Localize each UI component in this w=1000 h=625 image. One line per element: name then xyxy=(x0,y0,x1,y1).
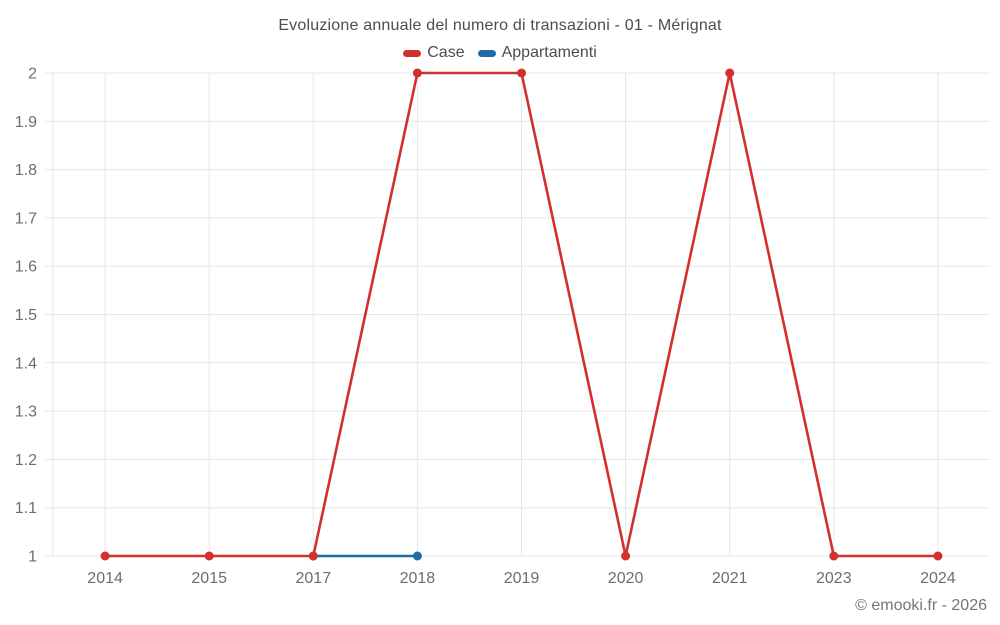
svg-text:1.4: 1.4 xyxy=(15,355,37,372)
svg-text:2015: 2015 xyxy=(191,570,227,587)
data-point-marker[interactable] xyxy=(412,551,422,561)
y-axis-labels: 1 1.1 1.2 1.3 1.4 1.5 1.6 1.7 1.8 1.9 2 xyxy=(15,66,37,566)
data-point-marker[interactable] xyxy=(621,551,631,561)
legend-item-appartamenti[interactable]: Appartamenti xyxy=(477,44,597,62)
svg-text:2018: 2018 xyxy=(400,570,436,587)
svg-text:2021: 2021 xyxy=(712,570,748,587)
svg-text:2023: 2023 xyxy=(816,570,852,587)
x-axis-labels: 2014 2015 2017 2018 2019 2020 2021 2023 2024 xyxy=(87,570,955,587)
data-point-marker[interactable] xyxy=(517,68,526,78)
svg-text:1.9: 1.9 xyxy=(15,114,37,131)
data-point-marker[interactable] xyxy=(933,551,943,561)
legend-item-label: Case xyxy=(427,44,465,61)
svg-text:1.2: 1.2 xyxy=(15,452,37,469)
svg-text:1: 1 xyxy=(28,549,37,566)
data-point-marker[interactable] xyxy=(829,551,839,561)
copyright: © emooki.fr - 2026 xyxy=(855,597,987,614)
svg-text:1.3: 1.3 xyxy=(15,404,37,421)
svg-text:2024: 2024 xyxy=(920,570,956,587)
series-markers-case xyxy=(100,68,943,561)
data-point-marker[interactable] xyxy=(100,551,110,561)
svg-text:2017: 2017 xyxy=(296,570,332,587)
legend-item-case[interactable]: Case xyxy=(403,44,465,62)
legend-swatch-icon xyxy=(477,49,496,57)
svg-text:1.5: 1.5 xyxy=(15,307,37,324)
svg-text:2: 2 xyxy=(28,66,37,83)
data-point-marker[interactable] xyxy=(204,551,214,561)
svg-text:2020: 2020 xyxy=(608,570,644,587)
y-gridlines xyxy=(45,72,990,557)
svg-text:2014: 2014 xyxy=(87,570,123,587)
data-point-marker[interactable] xyxy=(412,68,422,78)
x-gridlines xyxy=(52,73,939,556)
legend: Case Appartamenti xyxy=(0,44,1000,62)
chart-title: Evoluzione annuale del numero di transaz… xyxy=(278,17,722,34)
svg-text:2019: 2019 xyxy=(504,570,540,587)
svg-text:1.6: 1.6 xyxy=(15,259,37,276)
svg-text:1.7: 1.7 xyxy=(15,210,37,227)
legend-item-label: Appartamenti xyxy=(501,44,597,61)
svg-text:1.8: 1.8 xyxy=(15,162,37,179)
data-point-marker[interactable] xyxy=(308,551,318,561)
data-point-marker[interactable] xyxy=(725,68,735,78)
legend-swatch-icon xyxy=(403,49,422,57)
svg-text:1.1: 1.1 xyxy=(15,500,37,517)
